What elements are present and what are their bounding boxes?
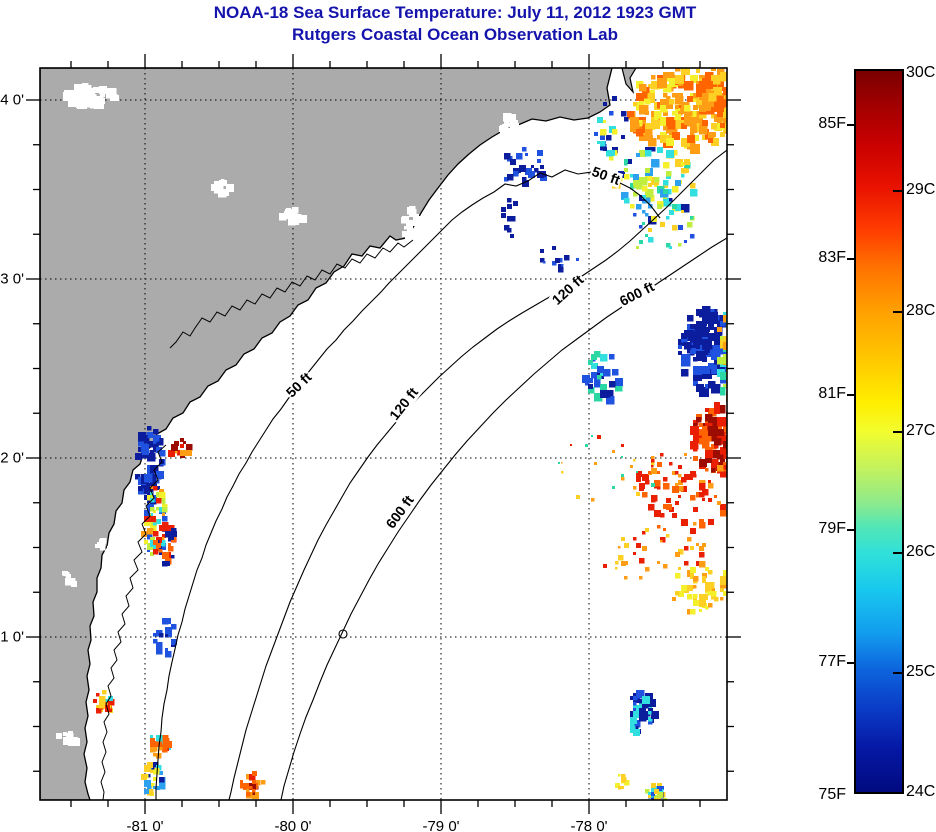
temperature-colorbar bbox=[854, 69, 904, 794]
map-frame bbox=[39, 67, 728, 801]
map-title: NOAA-18 Sea Surface Temperature: July 11… bbox=[213, 3, 697, 22]
sst-patches bbox=[93, 68, 727, 800]
land-layer bbox=[40, 68, 637, 800]
cloud-patches bbox=[56, 83, 519, 747]
axis-ticks bbox=[26, 54, 741, 814]
title-block: NOAA-18 Sea Surface Temperature: July 11… bbox=[0, 2, 910, 46]
map-subtitle: Rutgers Coastal Ocean Observation Lab bbox=[292, 25, 618, 44]
